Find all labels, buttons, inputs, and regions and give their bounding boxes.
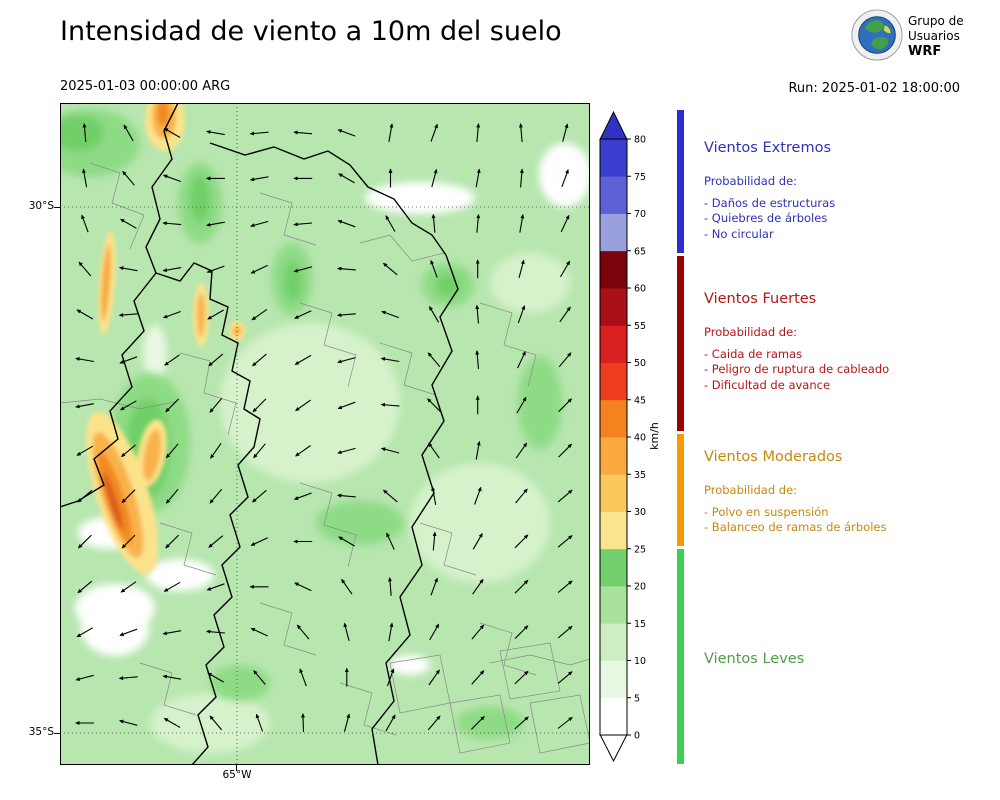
colorbar-tick-label: 60 xyxy=(634,284,646,295)
colorbar-tick-label: 55 xyxy=(634,321,646,332)
colorbar-segment xyxy=(600,660,627,699)
colorbar-segment xyxy=(600,139,627,177)
colorbar-segment xyxy=(600,399,627,438)
colorbar-tick-label: 80 xyxy=(634,135,646,146)
colorbar-tick-label: 50 xyxy=(634,358,646,369)
wind-arrows xyxy=(75,123,573,733)
lat-tick-label-35s: 35°S xyxy=(28,726,54,738)
colorbar-tick-label: 20 xyxy=(634,582,646,593)
valid-datetime: 2025-01-03 00:00:00 ARG xyxy=(60,79,231,94)
lat-tick-mark-30s xyxy=(54,207,60,208)
colorbar-tick-label: 15 xyxy=(634,619,646,630)
colorbar-segment xyxy=(600,437,627,475)
colorbar-under-arrow xyxy=(599,734,628,763)
lat-tick-mark-35s xyxy=(54,733,60,734)
legend-bar-moderados xyxy=(677,434,684,546)
legend-section-moderados: Vientos Moderados Probabilidad de: - Pol… xyxy=(704,449,994,536)
colorbar-segment xyxy=(600,176,627,214)
colorbar-segment xyxy=(600,288,627,326)
colorbar-unit-label: km/h xyxy=(648,422,661,450)
logo-line-2: Usuarios xyxy=(908,29,960,43)
legend-item: - Daños de estructuras xyxy=(704,195,836,210)
legend-title-moderados: Vientos Moderados xyxy=(704,449,843,465)
colorbar-tick-label: 75 xyxy=(634,172,646,183)
colorbar-tick-label: 70 xyxy=(634,209,646,220)
logo-text: Grupo de Usuarios WRF xyxy=(908,14,964,59)
lon-tick-mark-65w xyxy=(236,765,237,771)
legend-title-leves: Vientos Leves xyxy=(704,651,805,667)
legend-bar-fuertes xyxy=(677,256,684,431)
colorbar-tick-label: 25 xyxy=(634,544,646,555)
colorbar-segment xyxy=(600,697,627,736)
legend-item: - Balanceo de ramas de árboles xyxy=(704,520,887,534)
province-boundaries xyxy=(60,103,459,765)
legend-section-extremos: Vientos Extremos Probabilidad de: - Daño… xyxy=(704,140,994,242)
wind-intensity-map xyxy=(60,103,590,765)
colorbar-tick-label: 40 xyxy=(634,433,646,444)
colorbar-tick-label: 45 xyxy=(634,395,646,406)
legend-intro: Probabilidad de: xyxy=(704,174,798,188)
map-frame xyxy=(60,103,590,765)
lat-tick-label-30s: 30°S xyxy=(28,200,54,212)
colorbar-segment xyxy=(600,548,627,587)
department-boundaries xyxy=(60,162,590,754)
colorbar-over-arrow xyxy=(599,110,628,140)
legend-title-fuertes: Vientos Fuertes xyxy=(704,291,817,307)
legend-item: - Polvo en suspensión xyxy=(704,504,829,519)
colorbar-segment xyxy=(600,511,627,550)
legend-bar-extremos xyxy=(677,110,684,253)
colorbar-segment xyxy=(600,250,627,289)
legend-intro: Probabilidad de: xyxy=(704,483,798,497)
colorbar: 0 5 10 15 20 25 30 35 40 45 50 55 60 65 70 75 80 xyxy=(599,110,646,763)
legend-bar-leves xyxy=(677,549,684,764)
wind-speed-light-patches xyxy=(75,143,590,753)
colorbar-segment xyxy=(600,213,627,252)
legend-intro: Probabilidad de: xyxy=(704,325,798,339)
colorbar-segment xyxy=(600,325,627,363)
run-datetime: Run: 2025-01-02 18:00:00 xyxy=(788,81,960,96)
legend-item: - No circular xyxy=(704,226,774,241)
page-title: Intensidad de viento a 10m del suelo xyxy=(60,16,562,47)
colorbar-tick-label: 10 xyxy=(634,656,646,667)
legend-item: - Caida de ramas xyxy=(704,346,803,361)
logo-line-wrf: WRF xyxy=(908,44,942,59)
colorbar-segment xyxy=(600,362,627,401)
legend-section-leves: Vientos Leves xyxy=(704,651,994,685)
colorbar-tick-label: 0 xyxy=(634,731,640,742)
colorbar-tick-label: 5 xyxy=(634,693,640,704)
colorbar-segment xyxy=(600,623,627,661)
lon-tick-label-65w: 65°W xyxy=(222,769,252,781)
graticule xyxy=(60,103,590,765)
wind-speed-orange-zones xyxy=(85,103,245,575)
legend-item: - Quiebres de árboles xyxy=(704,211,828,225)
legend-item: - Peligro de ruptura de cableado xyxy=(704,362,890,376)
globe-icon xyxy=(851,9,903,61)
colorbar-segment xyxy=(600,474,627,512)
wrf-logo: Grupo de Usuarios WRF xyxy=(850,8,1000,68)
legend-section-fuertes: Vientos Fuertes Probabilidad de: - Caida… xyxy=(704,291,994,393)
legend-title-extremos: Vientos Extremos xyxy=(704,140,832,156)
colorbar-segment xyxy=(600,586,627,624)
logo-line-1: Grupo de xyxy=(908,14,964,28)
colorbar-tick-label: 35 xyxy=(634,470,646,481)
colorbar-tick-label: 65 xyxy=(634,246,646,257)
colorbar-tick-label: 30 xyxy=(634,507,646,518)
legend-item: - Dificultad de avance xyxy=(704,377,831,392)
